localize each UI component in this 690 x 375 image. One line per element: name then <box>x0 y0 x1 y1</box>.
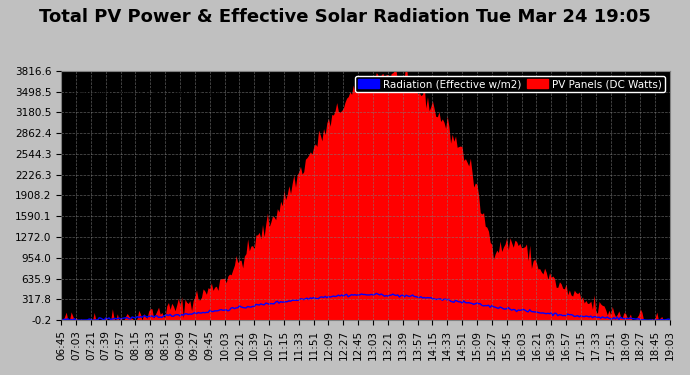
Text: Total PV Power & Effective Solar Radiation Tue Mar 24 19:05: Total PV Power & Effective Solar Radiati… <box>39 8 651 26</box>
Text: Copyright 2015 Cartronics.com: Copyright 2015 Cartronics.com <box>68 88 219 98</box>
Legend: Radiation (Effective w/m2), PV Panels (DC Watts): Radiation (Effective w/m2), PV Panels (D… <box>355 76 664 93</box>
